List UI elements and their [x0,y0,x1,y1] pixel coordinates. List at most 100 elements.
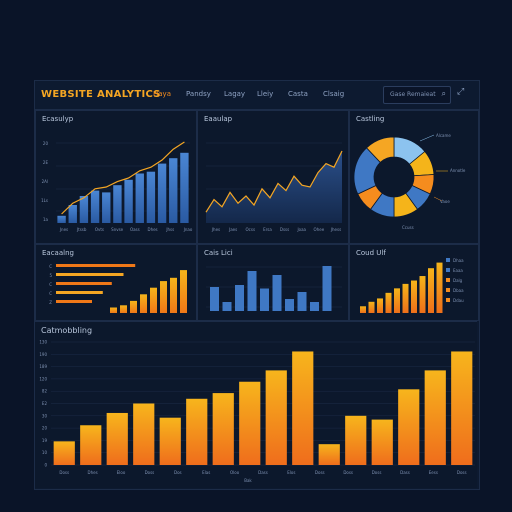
panel-title: Eaaulap [204,115,233,123]
bar [292,351,314,465]
x-tick-label: Doss [315,470,325,475]
callout-line [433,196,443,202]
v-bar [120,305,127,313]
y-tick-label: 2E [43,160,49,165]
x-tick-label: Eloo [117,470,126,475]
bar [272,275,282,311]
bar [180,152,189,223]
nav-item-lleiy[interactable]: Lleiy [257,90,274,98]
y-tick-label: 120 [39,376,47,381]
pie-label: Annotle [450,168,466,173]
y-tick-label: 190 [39,352,47,357]
panel-castling: Castling Alcame Annotle Vaoe Ccuss [349,110,479,244]
panel-catmobbling: Catmobbling 130 190 189 120 82 E2 30 20 19 10 0 Dos… [35,321,477,488]
h-bar [56,273,124,276]
legend-swatch [446,298,450,302]
v-bar [180,270,187,313]
pie-slice [366,136,395,163]
bar [57,215,66,223]
y-tick-label: 19 [42,438,48,443]
search-icon[interactable]: ⌕ [441,89,446,98]
bar [135,173,144,223]
x-tick-label: Dass [400,470,410,475]
callout-line [419,134,435,142]
bar [159,417,181,465]
x-tick-label: Dsss [280,227,289,232]
legend-label: Dalg [453,278,463,283]
bar [146,171,156,223]
y-tick-label: Z [49,300,52,305]
x-tick-label: Dass [258,470,268,475]
nav-item-lagay[interactable]: Lagay [224,90,246,98]
h-bar [56,264,136,267]
nav-item-pandsy[interactable]: Pandsy [186,90,211,98]
bar [419,276,426,313]
series-line [61,141,185,215]
bar [360,306,366,313]
panel-coud-ulf: Coud Ulf Dhaa Eaaa Dalg Dbaa Ddau [349,244,479,321]
pie-label: Ccuss [402,225,414,230]
chart-7-svg: 130 190 189 120 82 E2 30 20 19 10 0 Doss Dhes Eloo Dos… [39,340,475,483]
x-tick-label: Oass [130,227,140,232]
bar [222,302,232,311]
bar [106,412,128,465]
bar [285,299,294,311]
search-input[interactable]: Gase Remaieat ⌕ [383,86,451,104]
x-tick-label: Jhss [165,227,174,232]
panel-ecasulyp: Ecasulyp 20 2E 2Al 1Ls 1a Jnes Jtssb Ovts Snvse O… [35,110,197,244]
bar [345,415,367,465]
bar [385,292,392,313]
bar [371,419,393,465]
bar [411,280,417,313]
y-tick-label: 20 [43,141,49,146]
y-tick-label: 82 [42,389,48,394]
y-tick-label: 5 [49,273,52,278]
x-tick-label: Ersa [263,227,272,232]
chart-1-svg: 20 2E 2Al 1Ls 1a Jnes Jtssb Ovts Snvse Oass Dhes Jh… [41,141,193,232]
bar [169,158,178,223]
bar [157,163,167,223]
nav-item-haya[interactable]: Haya [153,90,171,98]
nav-item-casta[interactable]: Casta [288,90,308,98]
bar [186,398,208,465]
y-tick-label: E2 [42,401,48,406]
h-bar [56,282,112,285]
panel-title: Castling [356,115,385,123]
panel-title: Coud Ulf [356,249,386,257]
bar [322,266,332,311]
analytics-dashboard: WEBSITE ANALYTICS Haya Pandsy Lagay Llei… [34,80,480,490]
bar [133,403,155,465]
expand-icon[interactable]: ⤢ [457,87,465,97]
bar [265,370,287,465]
x-tick-label: Dhes [88,470,98,475]
header-bar: WEBSITE ANALYTICS Haya Pandsy Lagay Llei… [35,81,479,110]
bar [377,298,383,313]
v-bar [140,294,147,313]
nav-item-clsaig[interactable]: Clsaig [323,90,345,98]
area-fill [206,151,342,223]
bar [402,283,409,313]
panel-title: Catmobbling [41,326,93,335]
y-tick-label: C [49,282,52,287]
series-line [205,150,343,213]
legend-label: Dbaa [453,288,464,293]
x-tick-label: Doss [457,470,467,475]
bar [210,287,219,311]
x-tick-label: Oloo [230,470,240,475]
v-bar [150,287,157,313]
pie-label: Alcame [436,133,451,138]
y-tick-label: 130 [39,340,47,345]
x-tick-label: Jhess [330,227,341,232]
v-bar [160,281,167,313]
panel-cais-lici: Cais Lici [197,244,349,321]
bar [80,425,102,465]
panel-title: Eacaalng [42,249,74,257]
x-tick-label: Doss [145,470,155,475]
h-bar [56,291,103,294]
y-tick-label: 10 [42,450,48,455]
x-tick-label: Eess [429,470,438,475]
y-tick-label: 189 [39,364,47,369]
legend-label: Eaaa [453,268,463,273]
x-tick-label: Dhes [147,227,157,232]
bar [310,302,319,311]
